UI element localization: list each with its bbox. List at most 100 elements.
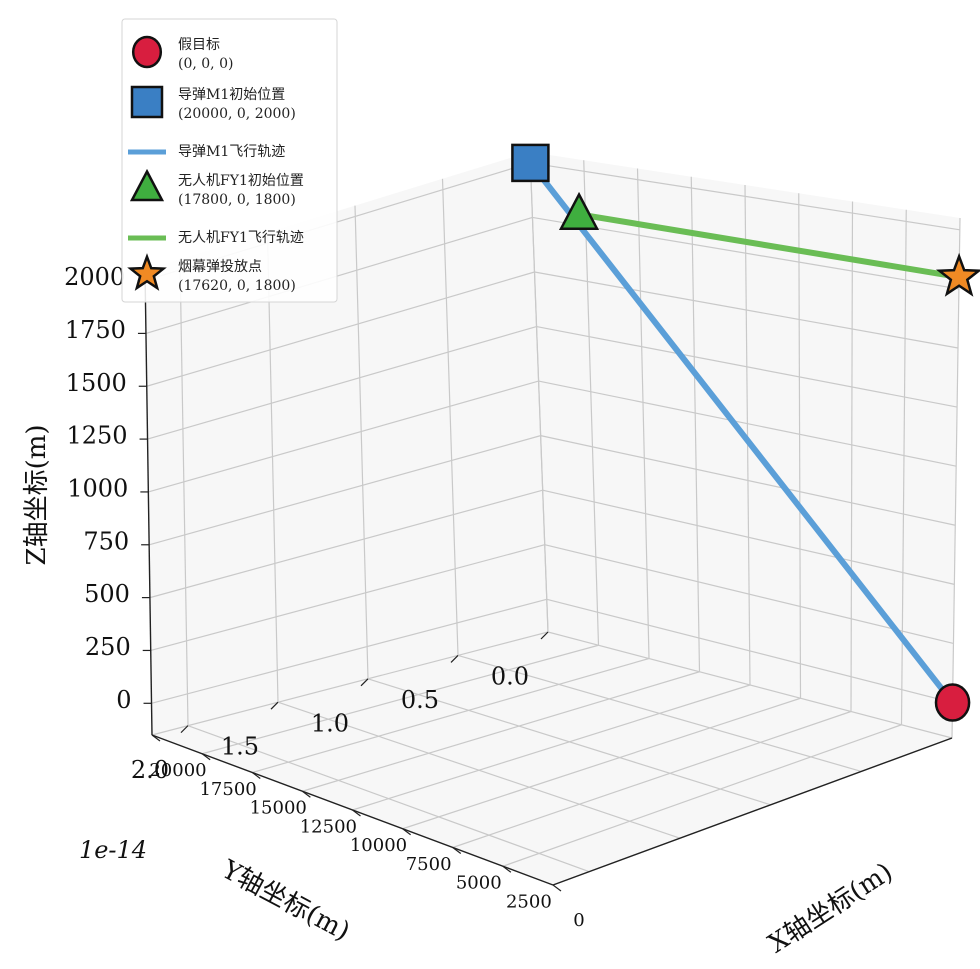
y-axis-offset-label: 1e-14 bbox=[79, 836, 147, 864]
legend-sublabel: (17620, 0, 1800) bbox=[178, 278, 296, 294]
grid-line bbox=[302, 671, 700, 792]
series-point bbox=[558, 191, 600, 230]
grid-line bbox=[744, 184, 751, 686]
grid-line bbox=[457, 654, 862, 772]
x-tick-mark bbox=[151, 734, 161, 742]
x-tick-label: 5000 bbox=[456, 873, 502, 894]
series-point bbox=[511, 143, 550, 183]
z-tick-label: 250 bbox=[85, 633, 131, 661]
grid-line bbox=[367, 678, 771, 806]
series-line bbox=[527, 159, 956, 706]
legend-label: 无人机FY1初始位置 bbox=[178, 172, 304, 189]
x-tick-label: 17500 bbox=[199, 779, 256, 800]
legend-label: 无人机FY1飞行轨迹 bbox=[178, 230, 304, 246]
x-tick-label: 15000 bbox=[250, 798, 307, 819]
grid-line bbox=[147, 325, 537, 440]
grid-line bbox=[151, 598, 547, 704]
legend-sublabel: (20000, 0, 2000) bbox=[178, 106, 296, 122]
grid-line bbox=[538, 380, 957, 467]
y-tick-label: 0.0 bbox=[491, 663, 529, 691]
z-tick-label: 500 bbox=[84, 580, 130, 608]
x-tick-mark bbox=[352, 809, 361, 817]
legend-marker-swatch bbox=[127, 253, 167, 291]
grid-line bbox=[529, 151, 549, 633]
grid-line bbox=[951, 217, 961, 739]
series bbox=[511, 143, 980, 722]
y-tick-mark bbox=[270, 701, 279, 710]
y-tick-mark bbox=[360, 678, 369, 687]
grid-line bbox=[534, 271, 959, 349]
grid-line bbox=[536, 325, 958, 408]
legend-label: 导弹M1初始位置 bbox=[178, 86, 285, 103]
x-axis-line bbox=[552, 737, 953, 886]
y-tick-label: 1.0 bbox=[311, 709, 349, 737]
z-axis-line bbox=[144, 269, 153, 736]
grid-line bbox=[542, 489, 955, 585]
x-tick-label: 0 bbox=[573, 910, 584, 931]
grid-line bbox=[544, 544, 954, 645]
grid-line bbox=[145, 216, 533, 334]
z-tick-label: 1750 bbox=[65, 316, 126, 344]
legend-label: 导弹M1飞行轨迹 bbox=[178, 144, 285, 160]
series-point bbox=[935, 252, 980, 297]
grid-line bbox=[583, 160, 600, 646]
z-tick-label: 1250 bbox=[66, 422, 127, 450]
z-tick-label: 1500 bbox=[66, 369, 127, 397]
grid-line bbox=[540, 435, 956, 526]
series-line bbox=[576, 211, 963, 281]
grid-line bbox=[146, 271, 535, 387]
z-tick-label: 0 bbox=[116, 686, 131, 714]
grid-line bbox=[690, 176, 701, 672]
grid-line bbox=[187, 725, 590, 873]
grid-line bbox=[201, 644, 599, 755]
legend-label: 假目标 bbox=[178, 37, 220, 53]
x-tick-mark bbox=[251, 772, 261, 779]
x-tick-label: 20000 bbox=[149, 760, 206, 781]
legend: 假目标 (0, 0, 0) 导弹M1初始位置 (20000, 0, 2000) 导弹M1… bbox=[121, 18, 338, 303]
grid-line bbox=[352, 684, 751, 811]
z-tick-label: 750 bbox=[83, 527, 129, 555]
x-tick-label: 10000 bbox=[350, 835, 407, 856]
legend-marker-swatch bbox=[131, 35, 163, 69]
grid-line bbox=[502, 724, 902, 867]
y-tick-mark bbox=[540, 631, 549, 640]
x-tick-mark bbox=[302, 790, 311, 798]
x-tick-mark bbox=[452, 847, 462, 854]
grid-line bbox=[151, 631, 549, 736]
legend-frame bbox=[121, 18, 338, 303]
grid-line bbox=[402, 697, 801, 830]
y-tick-mark bbox=[180, 725, 189, 734]
tick-labels: 025005000750010000125001500017500200000.… bbox=[64, 263, 585, 931]
y-tick-label: 2.0 bbox=[131, 756, 169, 784]
grid-line bbox=[252, 657, 650, 774]
x-tick-mark bbox=[402, 828, 411, 836]
y-tick-label: 0.5 bbox=[401, 686, 439, 714]
y-axis-label: Y轴坐标(m) bbox=[216, 854, 355, 947]
grid-line bbox=[452, 710, 852, 849]
y-tick-mark bbox=[450, 654, 459, 663]
x-tick-mark bbox=[201, 753, 211, 761]
grid-line bbox=[850, 201, 854, 712]
grid-line bbox=[277, 701, 681, 839]
grid-line bbox=[798, 193, 802, 699]
grid-line bbox=[148, 435, 541, 546]
grid-line bbox=[266, 232, 279, 703]
x-tick-label: 12500 bbox=[300, 816, 357, 837]
grid-line bbox=[530, 162, 960, 231]
z-tick-label: 1000 bbox=[67, 474, 128, 502]
x-tick-label: 7500 bbox=[406, 854, 452, 875]
grid-line bbox=[149, 489, 543, 599]
legend-marker-swatch bbox=[130, 85, 164, 119]
grid-line bbox=[546, 598, 953, 704]
x-axis-label: X轴坐标(m) bbox=[763, 857, 898, 959]
x-tick-label: 2500 bbox=[506, 891, 552, 912]
grid-line bbox=[179, 259, 189, 726]
legend-sublabel: (0, 0, 0) bbox=[178, 56, 233, 72]
grid-line bbox=[636, 168, 650, 659]
z-tick-label: 2000 bbox=[64, 263, 125, 291]
x-tick-mark bbox=[502, 865, 512, 873]
grid-line bbox=[150, 544, 545, 652]
floor-pane bbox=[152, 632, 952, 885]
grid-line bbox=[532, 216, 960, 290]
